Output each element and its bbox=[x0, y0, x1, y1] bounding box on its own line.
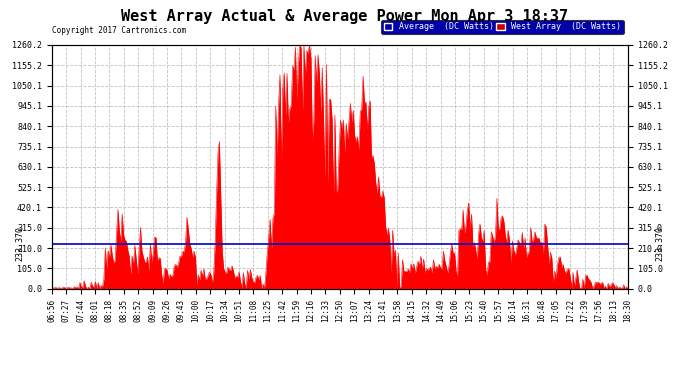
Text: Copyright 2017 Cartronics.com: Copyright 2017 Cartronics.com bbox=[52, 26, 186, 35]
Text: 233.370: 233.370 bbox=[16, 226, 25, 261]
Text: West Array Actual & Average Power Mon Apr 3 18:37: West Array Actual & Average Power Mon Ap… bbox=[121, 9, 569, 24]
Text: 233.370: 233.370 bbox=[655, 226, 664, 261]
Legend: Average  (DC Watts), West Array  (DC Watts): Average (DC Watts), West Array (DC Watts… bbox=[382, 20, 624, 34]
